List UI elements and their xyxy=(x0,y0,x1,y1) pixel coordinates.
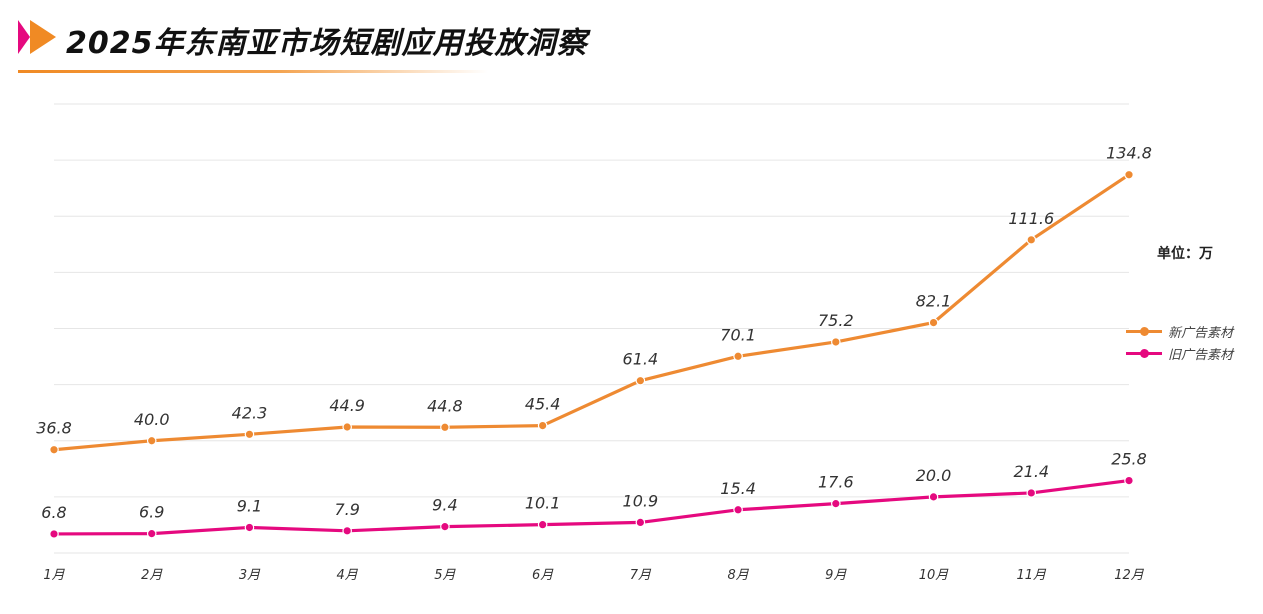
data-point[interactable] xyxy=(244,522,255,533)
data-point[interactable] xyxy=(1124,169,1134,180)
unit-label: 单位：万 xyxy=(1157,246,1213,262)
data-label: 134.8 xyxy=(1106,144,1152,163)
data-label: 9.4 xyxy=(432,496,457,515)
title-play-icon xyxy=(18,20,56,54)
data-point[interactable] xyxy=(146,435,157,446)
data-label: 40.0 xyxy=(134,410,170,429)
data-point[interactable] xyxy=(342,526,352,536)
data-point[interactable] xyxy=(928,317,939,328)
x-tick-label: 4月 xyxy=(337,568,359,583)
data-point[interactable] xyxy=(244,429,255,440)
data-label: 7.9 xyxy=(334,500,359,519)
data-point[interactable] xyxy=(537,519,548,530)
data-label: 10.1 xyxy=(525,494,561,513)
x-tick-label: 2月 xyxy=(141,568,163,583)
data-point[interactable] xyxy=(342,422,352,432)
legend-item-old-ads[interactable]: 旧广告素材 xyxy=(1126,342,1233,364)
legend-label-new-ads: 新广告素材 xyxy=(1168,325,1234,341)
series-line xyxy=(53,479,1130,536)
data-point[interactable] xyxy=(1026,488,1037,498)
data-label: 17.6 xyxy=(818,473,854,492)
data-label: 70.1 xyxy=(720,325,756,344)
data-point[interactable] xyxy=(1026,235,1037,245)
data-point[interactable] xyxy=(537,420,548,431)
data-point[interactable] xyxy=(49,444,59,455)
data-point[interactable] xyxy=(635,517,646,528)
data-labels: 36.8 40.0 42.3 44.9 44.8 45.4 61.4 70.1 75.2 82.1… xyxy=(36,144,1152,522)
x-tick-label: 3月 xyxy=(239,568,261,583)
legend-label-old-ads: 旧广告素材 xyxy=(1168,347,1234,363)
data-point[interactable] xyxy=(831,337,841,347)
data-label: 20.0 xyxy=(916,466,952,485)
page-title: 2025年东南亚市场短剧应用投放洞察 xyxy=(66,26,588,61)
data-label: 21.4 xyxy=(1013,462,1049,481)
data-label: 82.1 xyxy=(916,292,952,311)
data-point[interactable] xyxy=(440,422,450,433)
x-tick-label: 12月 xyxy=(1114,568,1145,583)
data-label: 44.8 xyxy=(427,396,463,415)
data-point[interactable] xyxy=(146,528,157,539)
chart-legend: 新广告素材 旧广告素材 xyxy=(1126,320,1233,364)
legend-swatch-new-ads xyxy=(1126,326,1162,336)
data-point[interactable] xyxy=(831,498,841,509)
data-label: 45.4 xyxy=(525,395,561,414)
data-label: 10.9 xyxy=(623,491,659,510)
x-tick-label: 5月 xyxy=(434,568,456,583)
data-label: 25.8 xyxy=(1111,450,1147,469)
legend-swatch-old-ads xyxy=(1126,348,1162,358)
data-label: 6.9 xyxy=(139,503,164,522)
data-point[interactable] xyxy=(733,504,743,515)
series-lines xyxy=(53,173,1130,536)
data-label: 75.2 xyxy=(818,311,854,330)
title-underline xyxy=(18,70,488,73)
data-point[interactable] xyxy=(928,492,939,502)
x-axis-labels: 1月 2月 3月 4月 5月 6月 7月 8月 9月 10月 11月 12月 xyxy=(43,568,1144,583)
x-tick-label: 7月 xyxy=(630,568,652,583)
x-tick-label: 8月 xyxy=(727,568,749,583)
legend-item-new-ads[interactable]: 新广告素材 xyxy=(1126,320,1233,342)
x-tick-label: 1月 xyxy=(43,568,65,583)
data-label: 36.8 xyxy=(36,419,72,438)
data-label: 9.1 xyxy=(237,496,262,515)
data-label: 42.3 xyxy=(232,403,268,422)
series-points xyxy=(49,169,1134,539)
data-point[interactable] xyxy=(440,521,450,532)
data-point[interactable] xyxy=(1124,475,1134,486)
x-tick-label: 6月 xyxy=(532,568,554,583)
data-label: 111.6 xyxy=(1008,209,1054,228)
gridlines xyxy=(54,103,1129,554)
x-tick-label: 9月 xyxy=(825,568,847,583)
data-point[interactable] xyxy=(49,529,59,539)
series-line xyxy=(53,173,1130,452)
data-point[interactable] xyxy=(733,351,743,362)
data-label: 6.8 xyxy=(41,503,66,522)
data-label: 15.4 xyxy=(720,479,756,498)
data-label: 61.4 xyxy=(623,350,659,369)
data-label: 44.9 xyxy=(329,396,365,415)
x-tick-label: 11月 xyxy=(1016,568,1047,583)
data-point[interactable] xyxy=(635,375,646,386)
x-tick-label: 10月 xyxy=(919,568,950,583)
